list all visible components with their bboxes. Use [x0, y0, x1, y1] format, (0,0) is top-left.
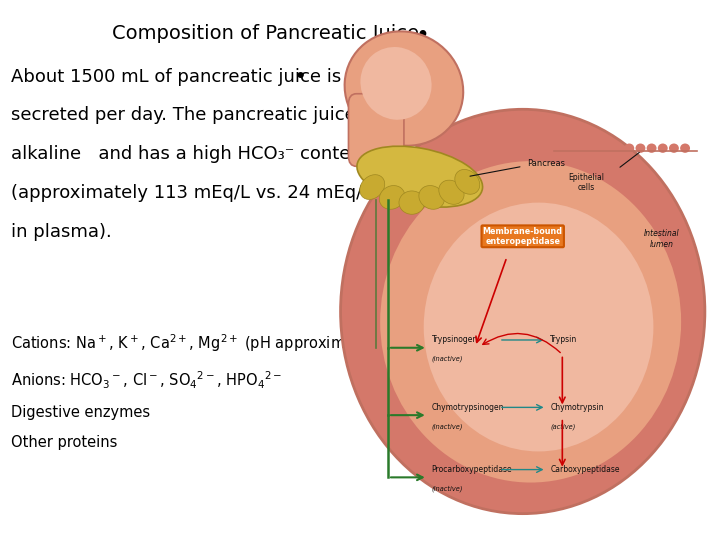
- Text: Digestive enzymes: Digestive enzymes: [11, 405, 150, 420]
- Text: •: •: [294, 68, 307, 87]
- Text: in plasma).: in plasma).: [11, 223, 112, 241]
- Text: Trypsinogen: Trypsinogen: [432, 335, 478, 345]
- Ellipse shape: [399, 191, 425, 214]
- Ellipse shape: [680, 144, 690, 153]
- Ellipse shape: [379, 186, 405, 210]
- FancyBboxPatch shape: [348, 94, 404, 166]
- Ellipse shape: [455, 170, 480, 194]
- Text: Chymotrypsinogen: Chymotrypsinogen: [432, 403, 504, 412]
- Text: Pancreas: Pancreas: [526, 159, 564, 168]
- Ellipse shape: [341, 109, 705, 514]
- Text: Trypsin: Trypsin: [550, 335, 577, 345]
- Ellipse shape: [360, 174, 384, 199]
- Ellipse shape: [647, 144, 657, 153]
- Text: Membrane-bound
enteropeptidase: Membrane-bound enteropeptidase: [482, 227, 563, 246]
- Ellipse shape: [613, 144, 623, 153]
- Ellipse shape: [602, 144, 612, 153]
- Ellipse shape: [423, 202, 653, 451]
- Text: •: •: [415, 24, 429, 48]
- Text: Anions: HCO$_3$$^-$, Cl$^-$, SO$_4$$^{2-}$, HPO$_4$$^{2-}$: Anions: HCO$_3$$^-$, Cl$^-$, SO$_4$$^{2-…: [11, 370, 282, 392]
- Ellipse shape: [591, 144, 600, 153]
- Ellipse shape: [419, 186, 444, 210]
- Text: Other proteins: Other proteins: [11, 435, 117, 450]
- Text: Carboxypeptidase: Carboxypeptidase: [550, 465, 620, 474]
- Text: (inactive): (inactive): [432, 423, 463, 430]
- Ellipse shape: [569, 144, 578, 153]
- Text: (inactive): (inactive): [432, 356, 463, 362]
- Ellipse shape: [580, 144, 590, 153]
- Text: About 1500 mL of pancreatic juice is: About 1500 mL of pancreatic juice is: [11, 68, 341, 85]
- Text: Procarboxypeptidase: Procarboxypeptidase: [432, 465, 512, 474]
- Text: Epithelial
cells: Epithelial cells: [568, 173, 604, 192]
- Text: (inactive): (inactive): [432, 485, 463, 492]
- Ellipse shape: [345, 31, 463, 146]
- Ellipse shape: [636, 144, 645, 153]
- Ellipse shape: [357, 146, 482, 207]
- Ellipse shape: [658, 144, 667, 153]
- Text: Chymotrypsin: Chymotrypsin: [550, 403, 604, 412]
- Text: (approximately 113 mEq/L vs. 24 mEq/L: (approximately 113 mEq/L vs. 24 mEq/L: [11, 184, 372, 202]
- Text: alkaline   and has a high HCO₃⁻ content: alkaline and has a high HCO₃⁻ content: [11, 145, 369, 163]
- Text: Composition of Pancreatic Juice: Composition of Pancreatic Juice: [112, 24, 418, 43]
- Text: Cations: Na$^+$, K$^+$, Ca$^{2+}$, Mg$^{2+}$ (pH approximately 8.0): Cations: Na$^+$, K$^+$, Ca$^{2+}$, Mg$^{…: [11, 332, 415, 354]
- Ellipse shape: [438, 180, 464, 204]
- Text: (active): (active): [550, 423, 576, 430]
- Ellipse shape: [380, 161, 681, 483]
- Ellipse shape: [669, 144, 679, 153]
- Text: secreted per day. The pancreatic juice is: secreted per day. The pancreatic juice i…: [11, 106, 376, 124]
- Text: Intestinal
lumen: Intestinal lumen: [644, 229, 679, 248]
- Ellipse shape: [361, 47, 431, 120]
- Ellipse shape: [624, 144, 634, 153]
- Ellipse shape: [557, 144, 567, 153]
